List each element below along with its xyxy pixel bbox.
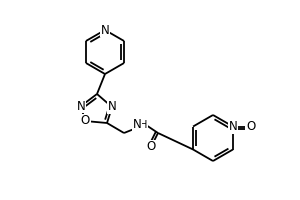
Text: O: O <box>246 120 256 133</box>
Text: H: H <box>140 120 148 130</box>
Text: N: N <box>229 120 237 133</box>
Text: N: N <box>76 99 85 112</box>
Text: O: O <box>80 114 90 128</box>
Text: N: N <box>133 118 141 132</box>
Text: N: N <box>100 23 109 36</box>
Text: N: N <box>108 100 116 114</box>
Text: O: O <box>146 140 156 154</box>
